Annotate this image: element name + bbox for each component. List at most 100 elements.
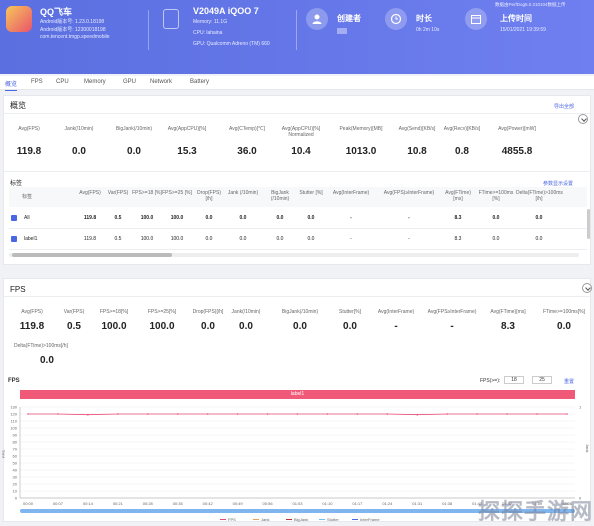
overview-metric-label: Avg(Power)[mW] [498, 126, 536, 132]
table-cell: 0.0 [307, 236, 315, 242]
row-checkbox[interactable] [11, 215, 17, 221]
android-version: Android版本号: 1.23.0.18198 [40, 19, 105, 25]
overview-metric-value: 1013.0 [345, 146, 377, 157]
fps-metric-label: Var(FPS) [63, 309, 85, 315]
overview-metric-value: 0.8 [455, 146, 469, 157]
tab-overview[interactable]: 概览 [5, 79, 18, 91]
upload-label: 上传时间 [500, 14, 532, 23]
row-label-name: label1 [24, 236, 38, 242]
x-tick-label: 01:45 [472, 501, 483, 506]
fps-card: FPS Avg(FPS) 119.8 Var(FPS) 0.5 FPS>=18[%] 10… [3, 278, 592, 522]
y-tick-label: 120 [10, 412, 17, 417]
param-settings-link[interactable]: 参数显示设置 [543, 181, 574, 187]
fps-metric-value: 0.0 [293, 321, 307, 332]
fps-title: FPS [10, 285, 26, 294]
table-header-cell: FTime>=100ms [%] [478, 190, 514, 202]
tab-cpu[interactable]: CPU [56, 79, 69, 85]
overview-metric-value: 15.3 [177, 146, 197, 157]
y-tick-label: 110 [11, 419, 18, 424]
tab-memory[interactable]: Memory [84, 79, 106, 85]
overview-metric-label: Jank(/10min) [64, 126, 94, 132]
fps-data-point [416, 413, 419, 416]
fps-data-point [326, 413, 329, 415]
x-tick-label: 00:00 [23, 501, 34, 506]
fps-metric-value: 0.0 [557, 321, 571, 332]
fps-data-point [536, 413, 538, 415]
table-header-cell: Avg(FPS)≥InterFrame) [383, 190, 435, 196]
x-tick-label: 01:38 [442, 501, 453, 506]
overview-card: 概览 导出全部 Avg(FPS) 119.8 Jank(/10min) 0.0 BigJ… [3, 95, 591, 265]
table-header-cell: Avg(FPS) [79, 190, 101, 196]
device-gpu: GPU: Qualcomm Adreno (TM) 660 [193, 41, 270, 47]
package-name: com.tencent.tmgp.speedmobile [40, 34, 110, 40]
duration-value: 0h 2m 10s [416, 27, 440, 33]
fps-metric-value: 100.0 [101, 321, 127, 332]
fps-threshold-label: FPS(>=): [480, 378, 501, 384]
fps-data-point [506, 413, 508, 415]
perfdog-version: 数据由PerfDog5.0.210104数据上传 [495, 2, 566, 7]
fps-threshold-1-input[interactable]: 18 [504, 376, 524, 384]
x-tick-label: 00:07 [53, 501, 64, 506]
y-tick-label: 90 [13, 433, 18, 438]
tab-battery[interactable]: Battery [190, 79, 210, 85]
overview-collapse-button[interactable] [578, 114, 588, 124]
table-cell: 100.0 [140, 236, 154, 242]
fps-data-point [57, 413, 59, 415]
upload-value: 15/01/2021 19:39:59 [500, 27, 546, 33]
fps-data-point [236, 413, 239, 415]
tab-fps[interactable]: FPS [31, 79, 43, 85]
fps-reset-link[interactable]: 重置 [564, 379, 575, 385]
fps-chart: 130120110100908070605040302010010FPSJank… [1, 405, 590, 523]
table-scrollbar[interactable] [12, 253, 172, 257]
table-cell: 0.0 [276, 215, 284, 221]
table-vscrollbar[interactable] [587, 209, 590, 239]
overview-metric-label: Peak(Memory)[MB] [339, 126, 383, 132]
table-cell: 119.8 [83, 215, 97, 221]
fps-metric-value: - [450, 321, 454, 332]
table-cell: 100.0 [170, 236, 184, 242]
table-header-cell: Var(FPS) [107, 190, 129, 196]
table-header-cell: Stutter [%] [299, 190, 323, 196]
legend-label: Jank [261, 517, 269, 522]
y-axis-label: FPS [1, 450, 6, 458]
x-tick-label: 00:42 [203, 501, 214, 506]
table-header-cell: BigJank (/10min) [270, 190, 290, 202]
x-tick-label: 01:31 [412, 501, 423, 506]
fps-metric-value: 0.0 [201, 321, 215, 332]
fps-metric-value: 119.8 [19, 321, 45, 332]
overview-metric-value: 0.0 [72, 146, 86, 157]
fps-data-point [27, 413, 29, 415]
fps-data-point [386, 413, 389, 415]
watermark: 探探手游网 [478, 499, 594, 524]
fps-metric-value: 0.0 [239, 321, 253, 332]
table-cell: 100.0 [140, 215, 154, 221]
tab-network[interactable]: Network [150, 79, 173, 85]
fps-data-point [87, 413, 89, 416]
table-cell: 100.0 [170, 215, 184, 221]
fps-collapse-button[interactable] [582, 283, 592, 293]
row-checkbox[interactable] [11, 236, 17, 242]
fps-extra-value: 0.0 [40, 355, 54, 366]
x-tick-label: 01:59 [532, 501, 543, 506]
fps-data-point [446, 413, 449, 415]
fps-metric-label: Avg(FPS) [21, 309, 43, 315]
y-tick-label: 80 [13, 440, 18, 445]
x-tick-label: 00:56 [263, 501, 274, 506]
table-header-cell: Jank (/10min) [227, 190, 259, 196]
overview-title: 概览 [10, 101, 26, 110]
table-cell: 0.0 [492, 236, 500, 242]
fps-metric-value: 0.5 [67, 321, 81, 332]
export-all-link[interactable]: 导出全部 [554, 104, 575, 110]
fps-metric-label: Drop(FPS)[/h] [192, 309, 224, 315]
table-cell: 0.0 [276, 236, 284, 242]
table-cell: 0.5 [114, 236, 122, 242]
overview-metric-value: 10.4 [291, 146, 311, 157]
labels-title: 标签 [10, 181, 23, 187]
table-cell: - [408, 215, 410, 221]
table-cell: - [350, 215, 352, 221]
tab-gpu[interactable]: GPU [123, 79, 137, 85]
table-cell: 0.0 [205, 215, 213, 221]
fps-extra-label: Delta(FTime)>100ms[/h] [14, 343, 68, 349]
overview-metric-value: 36.0 [237, 146, 257, 157]
fps-threshold-2-input[interactable]: 25 [532, 376, 552, 384]
